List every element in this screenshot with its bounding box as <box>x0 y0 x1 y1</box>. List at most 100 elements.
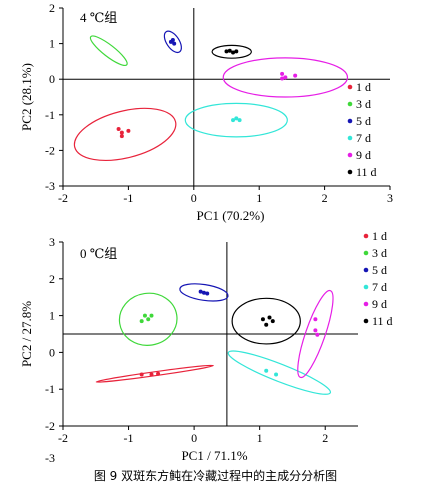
data-point <box>201 290 206 295</box>
legend-label: 3 d <box>372 246 387 260</box>
data-point <box>274 372 279 377</box>
data-point <box>149 372 154 377</box>
figure-caption: 图 9 双斑东方鲀在冷藏过程中的主成分分析图 <box>93 469 338 483</box>
legend-label: 3 d <box>356 97 371 111</box>
data-point <box>227 48 232 53</box>
legend-label: 7 d <box>372 280 387 294</box>
data-point <box>283 75 288 80</box>
legend-marker <box>347 152 353 158</box>
legend-label: 5 d <box>356 114 371 128</box>
y-tick-label: 0 <box>49 72 55 86</box>
confidence-ellipse <box>184 102 288 138</box>
legend-marker <box>363 233 369 239</box>
confidence-ellipse <box>89 35 128 67</box>
legend-marker <box>363 250 369 256</box>
x-tick-label: 1 <box>256 191 262 205</box>
data-point <box>139 372 144 377</box>
y-tick-label: -2 <box>45 143 55 157</box>
pca-panel-2: -2 -1 0 1 2 -2 -1 0 1 2 3 -3 PC1 / 71.1% PC2 / 27.8% 0… <box>19 229 393 465</box>
x-tick-label: 3 <box>387 191 393 205</box>
legend-marker <box>347 135 353 141</box>
data-point <box>139 319 144 324</box>
data-point <box>149 313 154 318</box>
legend-marker <box>363 284 369 290</box>
data-point <box>280 71 285 76</box>
x-tick-label: 1 <box>257 431 263 445</box>
legend-label: 5 d <box>372 263 387 277</box>
data-point <box>205 291 210 296</box>
data-point <box>234 116 239 121</box>
legend-label: 7 d <box>356 131 371 145</box>
legend-marker <box>347 118 353 124</box>
data-point <box>126 128 131 133</box>
data-point <box>172 41 177 46</box>
data-point <box>170 38 175 43</box>
confidence-ellipse <box>118 292 178 346</box>
data-point <box>119 134 124 139</box>
legend-label: 1 d <box>356 80 371 94</box>
y-tick-label: -3 <box>45 451 55 465</box>
x-tick-label: -1 <box>124 431 134 445</box>
x-tick-label: -2 <box>58 191 68 205</box>
legend-marker <box>347 101 353 107</box>
x-tick-label: -1 <box>123 191 133 205</box>
y-tick-label: 0 <box>49 345 55 359</box>
y-tick-label: 2 <box>49 272 55 286</box>
y-tick-label: -2 <box>45 419 55 433</box>
confidence-ellipse <box>73 107 177 161</box>
data-point <box>146 317 151 322</box>
data-point <box>260 317 265 322</box>
data-point <box>231 50 236 55</box>
legend-label: 1 d <box>372 229 387 243</box>
confidence-ellipse <box>297 289 334 379</box>
x-tick-label: -2 <box>58 431 68 445</box>
confidence-ellipse <box>222 57 349 98</box>
confidence-ellipse <box>211 44 252 59</box>
data-point <box>234 49 239 54</box>
legend-marker <box>363 318 369 324</box>
y-tick-label: 2 <box>49 1 55 15</box>
confidence-ellipse <box>163 30 182 54</box>
data-point <box>264 368 269 373</box>
data-point <box>315 332 320 337</box>
y-tick-label: 1 <box>49 309 55 323</box>
y-axis-label: PC2 / 27.8% <box>19 301 34 367</box>
data-point <box>313 328 318 333</box>
data-point <box>280 76 285 81</box>
data-point <box>231 118 236 123</box>
data-point <box>198 289 203 294</box>
x-axis-label: PC1 / 71.1% <box>181 448 247 463</box>
legend-label: 11 d <box>372 314 393 328</box>
y-tick-label: -1 <box>45 108 55 122</box>
legend-marker <box>363 301 369 307</box>
panel-title: 4 ℃组 <box>80 10 117 25</box>
data-point <box>313 317 318 322</box>
x-tick-label: 2 <box>322 191 328 205</box>
x-axis-label: PC1 (70.2%) <box>197 208 265 223</box>
data-point <box>270 319 275 324</box>
legend-marker <box>347 169 353 175</box>
x-tick-label: 2 <box>322 431 328 445</box>
panel-title: 0 ℃组 <box>80 246 117 261</box>
legend-label: 9 d <box>356 148 371 162</box>
data-point <box>119 130 124 135</box>
data-point <box>264 322 269 327</box>
confidence-ellipse <box>179 283 229 302</box>
data-point <box>267 315 272 320</box>
y-tick-label: 3 <box>49 235 55 249</box>
y-axis-label: PC2 (28.1%) <box>19 63 34 131</box>
confidence-ellipse <box>231 297 301 345</box>
data-point <box>116 127 121 132</box>
data-point <box>237 118 242 123</box>
data-point <box>224 49 229 54</box>
data-point <box>156 371 161 376</box>
legend-marker <box>363 267 369 273</box>
legend-label: 11 d <box>356 165 377 179</box>
x-tick-label: 0 <box>191 191 197 205</box>
confidence-ellipse <box>227 350 332 395</box>
x-tick-label: 0 <box>191 431 197 445</box>
y-tick-label: 1 <box>49 37 55 51</box>
confidence-ellipse <box>95 364 214 383</box>
